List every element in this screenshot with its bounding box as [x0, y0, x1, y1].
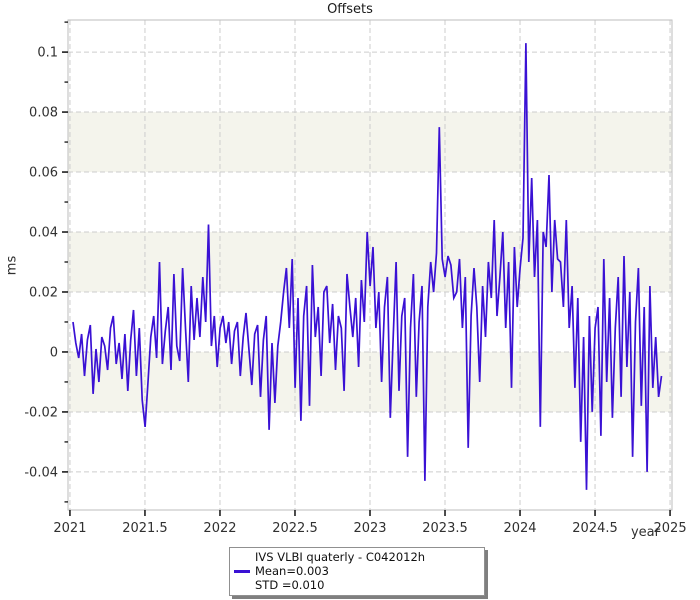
legend-line-sample-icon — [234, 569, 250, 573]
legend-std-row: STD =0.010 — [234, 578, 480, 592]
chart-title: Offsets — [327, 2, 373, 17]
y-tick-label: -0.02 — [24, 405, 58, 420]
legend: IVS VLBI quaterly - C042012h Mean=0.003 … — [229, 547, 485, 596]
legend-series-row: IVS VLBI quaterly - C042012h — [234, 550, 480, 564]
y-tick-label: 0.04 — [29, 226, 58, 241]
x-axis-label: year — [630, 525, 660, 540]
x-tick-label: 2024.5 — [572, 521, 618, 536]
legend-key-spacer — [234, 584, 250, 587]
y-tick-label: 0.08 — [29, 106, 58, 121]
y-tick-label: -0.04 — [24, 465, 58, 480]
legend-series-label: IVS VLBI quaterly - C042012h — [255, 550, 426, 564]
y-tick-label: 0.1 — [37, 46, 58, 61]
x-tick-label: 2024 — [503, 521, 536, 536]
x-tick-label: 2021 — [53, 521, 86, 536]
legend-std-label: STD =0.010 — [255, 578, 325, 592]
x-tick-label: 2025 — [654, 521, 687, 536]
data-series-line — [72, 43, 663, 490]
y-tick-label: 0.02 — [29, 285, 58, 300]
legend-mean-row: Mean=0.003 — [234, 564, 480, 578]
y-tick-label: 0.06 — [29, 166, 58, 181]
y-tick-label: 0 — [50, 345, 58, 360]
x-tick-label: 2021.5 — [122, 521, 168, 536]
legend-mean-label: Mean=0.003 — [255, 564, 329, 578]
x-tick-label: 2022.5 — [272, 521, 318, 536]
x-tick-label: 2023 — [353, 521, 386, 536]
x-tick-label: 2022 — [203, 521, 236, 536]
x-tick-label: 2023.5 — [422, 521, 468, 536]
y-axis-label: ms — [4, 255, 20, 276]
